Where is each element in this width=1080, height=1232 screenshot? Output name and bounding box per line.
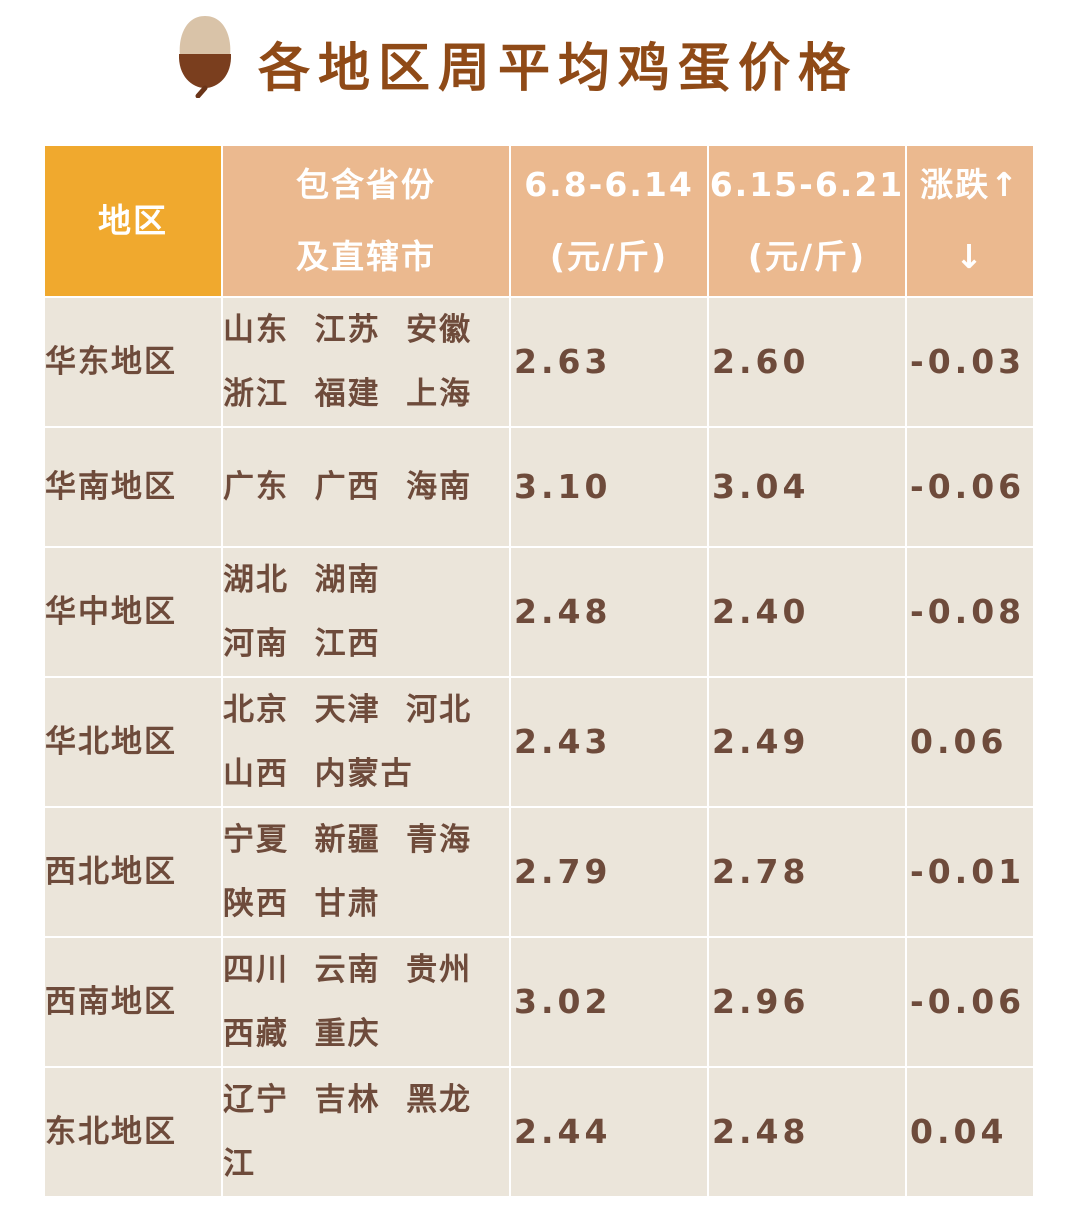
change-cell: -0.01 — [907, 808, 1033, 936]
provinces-cell: 宁夏 新疆 青海 陕西 甘肃 — [223, 808, 509, 936]
price-cell-text: 3.02 — [514, 982, 612, 1021]
provinces-cell-text: 山东 江苏 安徽 — [223, 312, 473, 348]
header-cell-text: 及直辖市 — [296, 237, 436, 276]
region-cell-text: 西北地区 — [45, 854, 177, 890]
change-cell-text: 0.06 — [910, 722, 1008, 761]
price-cell-text: 2.63 — [514, 342, 612, 381]
region-cell-text: 华北地区 — [45, 724, 177, 760]
region-cell-text: 华中地区 — [45, 594, 177, 630]
header-cell: 6.15-6.21 (元/斤) — [709, 146, 905, 296]
price-cell-text: 2.60 — [712, 342, 810, 381]
region-cell: 华东地区 — [45, 298, 221, 426]
header-cell: 包含省份 及直辖市 — [223, 146, 509, 296]
price-cell: 3.02 — [511, 938, 707, 1066]
page-title: 各地区周平均鸡蛋价格 — [258, 39, 859, 99]
price-cell-text: 2.49 — [712, 722, 810, 761]
provinces-cell: 广东 广西 海南 — [223, 428, 509, 546]
provinces-cell-text: 江 — [223, 1146, 256, 1182]
price-cell: 2.79 — [511, 808, 707, 936]
price-cell-text: 2.48 — [712, 1112, 810, 1151]
price-cell: 2.63 — [511, 298, 707, 426]
provinces-cell-text: 北京 天津 河北 — [223, 692, 473, 728]
region-cell: 东北地区 — [45, 1068, 221, 1196]
provinces-cell: 北京 天津 河北 山西 内蒙古 — [223, 678, 509, 806]
price-cell-text: 2.44 — [514, 1112, 612, 1151]
change-cell-text: -0.06 — [910, 467, 1026, 506]
provinces-cell-text: 山西 内蒙古 — [223, 756, 414, 792]
change-cell-text: 0.04 — [910, 1112, 1008, 1151]
change-cell-text: -0.06 — [910, 982, 1026, 1021]
provinces-cell: 辽宁 吉林 黑龙江 — [223, 1068, 509, 1196]
price-cell: 2.43 — [511, 678, 707, 806]
region-cell-text: 华南地区 — [45, 469, 177, 505]
region-cell: 华北地区 — [45, 678, 221, 806]
region-cell-text: 西南地区 — [45, 984, 177, 1020]
header-cell-text: 6.15-6.21 — [709, 165, 905, 204]
provinces-cell-text: 河南 江西 — [223, 626, 381, 662]
header-cell-text: 6.8-6.14 — [524, 165, 694, 204]
provinces-cell: 湖北 湖南河南 江西 — [223, 548, 509, 676]
region-cell: 西北地区 — [45, 808, 221, 936]
price-cell-text: 2.48 — [514, 592, 612, 631]
change-cell: 0.04 — [907, 1068, 1033, 1196]
provinces-cell-text: 辽宁 吉林 黑龙 — [223, 1082, 473, 1118]
provinces-cell-text: 西藏 重庆 — [223, 1016, 381, 1052]
header-cell-text: 包含省份 — [296, 165, 436, 204]
header-cell-text: 涨跌↑ — [920, 165, 1020, 204]
price-cell-text: 3.04 — [712, 467, 810, 506]
change-cell: -0.06 — [907, 428, 1033, 546]
change-cell: -0.08 — [907, 548, 1033, 676]
price-cell: 3.04 — [709, 428, 905, 546]
provinces-cell: 山东 江苏 安徽 浙江 福建 上海 — [223, 298, 509, 426]
provinces-cell-text: 四川 云南 贵州 — [223, 952, 473, 988]
price-cell-text: 2.79 — [514, 852, 612, 891]
price-cell: 2.40 — [709, 548, 905, 676]
change-cell-text: -0.08 — [910, 592, 1026, 631]
price-cell: 2.48 — [709, 1068, 905, 1196]
price-cell-text: 2.43 — [514, 722, 612, 761]
region-cell-text: 华东地区 — [45, 344, 177, 380]
price-cell-text: 2.96 — [712, 982, 810, 1021]
price-cell: 2.48 — [511, 548, 707, 676]
price-cell: 2.96 — [709, 938, 905, 1066]
region-cell-text: 东北地区 — [45, 1114, 177, 1150]
region-cell: 西南地区 — [45, 938, 221, 1066]
provinces-cell-text: 宁夏 新疆 青海 — [223, 822, 473, 858]
price-cell: 2.78 — [709, 808, 905, 936]
header-cell-text: (元/斤) — [747, 237, 867, 276]
header-cell-text: ↓ — [955, 237, 985, 276]
price-cell: 2.44 — [511, 1068, 707, 1196]
provinces-cell-text: 湖北 湖南 — [223, 562, 381, 598]
change-cell: -0.03 — [907, 298, 1033, 426]
price-cell-text: 2.40 — [712, 592, 810, 631]
provinces-cell-text: 浙江 福建 上海 — [223, 376, 473, 412]
change-cell: 0.06 — [907, 678, 1033, 806]
acorn-icon — [178, 16, 232, 98]
price-cell: 2.60 — [709, 298, 905, 426]
provinces-cell-text: 广东 广西 海南 — [223, 469, 473, 505]
change-cell-text: -0.01 — [910, 852, 1026, 891]
provinces-cell-text: 陕西 甘肃 — [223, 886, 381, 922]
header-cell: 地区 — [45, 146, 221, 296]
price-cell-text: 2.78 — [712, 852, 810, 891]
change-cell: -0.06 — [907, 938, 1033, 1066]
header-cell-text: 地区 — [98, 201, 168, 240]
price-cell: 2.49 — [709, 678, 905, 806]
header-cell-text: (元/斤) — [549, 237, 669, 276]
header-cell: 6.8-6.14 (元/斤) — [511, 146, 707, 296]
region-cell: 华南地区 — [45, 428, 221, 546]
provinces-cell: 四川 云南 贵州 西藏 重庆 — [223, 938, 509, 1066]
header-cell: 涨跌↑ ↓ — [907, 146, 1033, 296]
price-cell: 3.10 — [511, 428, 707, 546]
region-cell: 华中地区 — [45, 548, 221, 676]
change-cell-text: -0.03 — [910, 342, 1026, 381]
price-cell-text: 3.10 — [514, 467, 612, 506]
